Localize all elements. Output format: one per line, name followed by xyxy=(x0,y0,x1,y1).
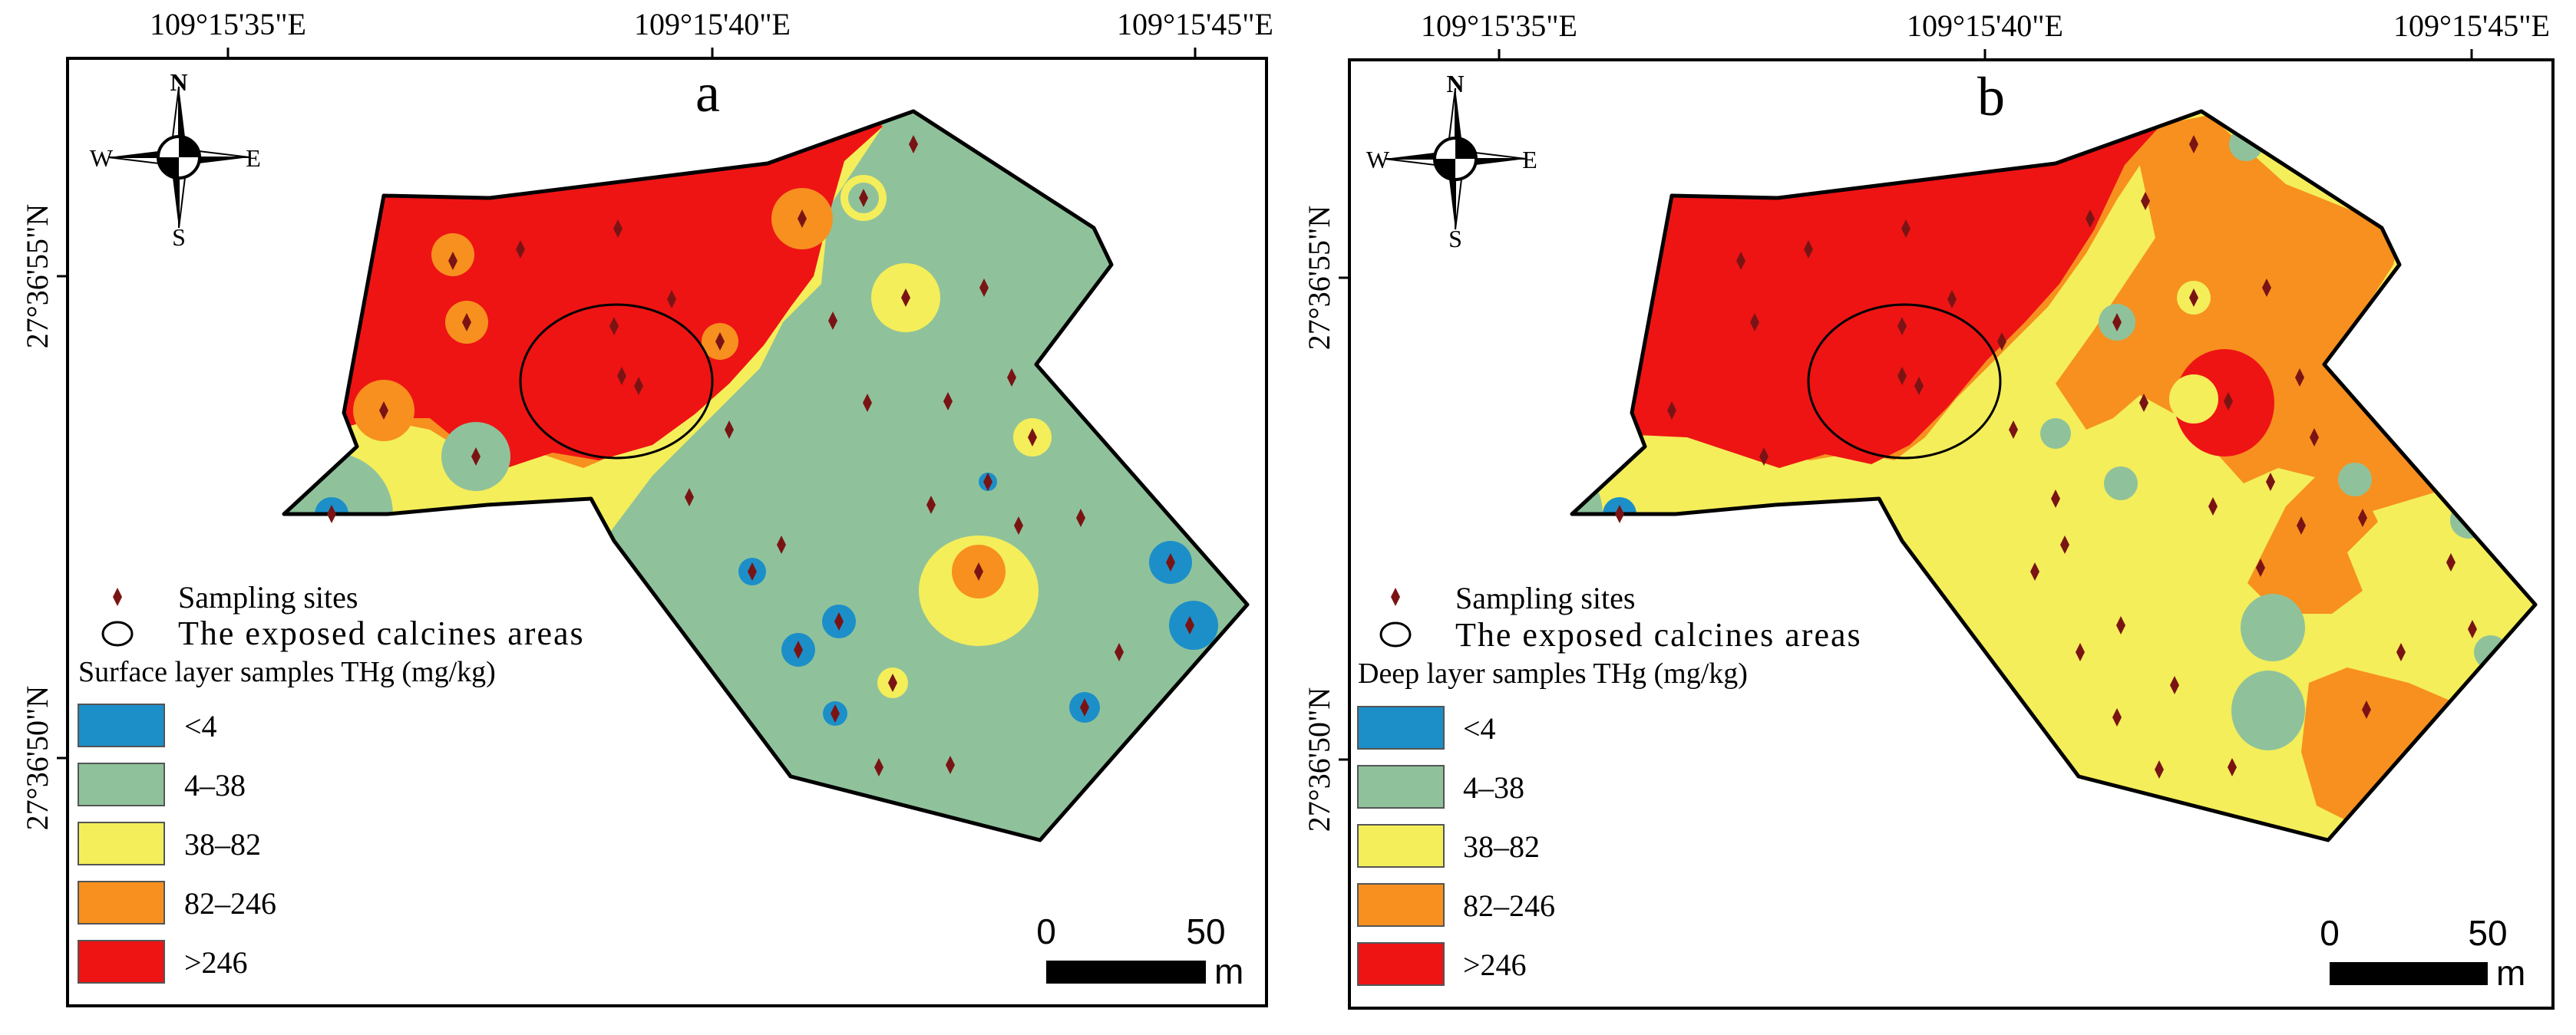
legend-calcines: The exposed calcines areas xyxy=(1455,616,1862,654)
legend-swatch-gt246 xyxy=(1357,942,1445,986)
study-area-boundary xyxy=(1570,109,2538,842)
legend-label-gt246: >246 xyxy=(1463,948,1527,982)
legend-swatch-38-82 xyxy=(78,822,165,865)
calcines-area-outline xyxy=(1807,303,2002,460)
legend-label-lt4: <4 xyxy=(184,709,217,743)
scale-unit: m xyxy=(2496,953,2525,993)
compass-s: S xyxy=(1448,225,1462,252)
top-tick-label-3: 109°15'45"E xyxy=(2393,8,2550,43)
legend-swatch-82-246 xyxy=(78,881,165,925)
compass-w: W xyxy=(1366,146,1390,173)
left-tick-label-1: 27°36'55"N xyxy=(20,204,54,348)
panel-label: b xyxy=(1977,66,2005,127)
compass-n: N xyxy=(1446,70,1464,97)
legend-label-lt4: <4 xyxy=(1463,711,1496,746)
panel-label: a xyxy=(695,62,720,124)
top-tick-label-1: 109°15'35"E xyxy=(150,7,306,41)
legend-label-gt246: >246 xyxy=(184,945,248,980)
legend-label-82-246: 82–246 xyxy=(1463,888,1555,923)
legend: Sampling sites The exposed calcines area… xyxy=(1357,581,1862,986)
legend-label-82-246: 82–246 xyxy=(184,886,276,921)
scale-unit: m xyxy=(1214,951,1243,991)
top-tick-marks xyxy=(226,48,1197,58)
north-arrow-icon xyxy=(1384,87,1527,230)
study-area-boundary xyxy=(282,109,1250,842)
left-tick-label-1: 27°36'55"N xyxy=(1302,206,1336,350)
legend-swatch-4-38 xyxy=(1357,765,1445,809)
scale-bar: 0 50 m xyxy=(2320,913,2525,993)
left-tick-marks xyxy=(1339,276,1349,761)
legend-label-4-38: 4–38 xyxy=(184,768,246,803)
top-tick-label-2: 109°15'40"E xyxy=(634,7,791,41)
left-tick-label-2: 27°36'50"N xyxy=(1302,687,1336,832)
legend: Sampling sites The exposed calcines area… xyxy=(78,580,585,984)
legend-label-38-82: 38–82 xyxy=(1463,829,1540,864)
legend-swatch-38-82 xyxy=(1357,824,1445,868)
top-tick-label-1: 109°15'35"E xyxy=(1421,8,1577,43)
legend-calcines-icon xyxy=(1379,621,1412,648)
scale-zero: 0 xyxy=(1036,911,1056,951)
left-tick-label-2: 27°36'50"N xyxy=(20,686,54,830)
left-tick-marks xyxy=(57,275,68,760)
compass-s: S xyxy=(172,223,186,251)
legend-swatch-lt4 xyxy=(1357,706,1445,750)
legend-title: Surface layer samples THg (mg/kg) xyxy=(78,656,496,688)
top-tick-marks xyxy=(1498,49,2473,60)
legend-swatch-4-38 xyxy=(78,763,165,806)
sampling-sites xyxy=(327,135,1194,776)
top-tick-label-3: 109°15'45"E xyxy=(1117,7,1273,41)
compass-e: E xyxy=(246,144,261,172)
legend-site-icon xyxy=(1391,588,1400,606)
legend-site-icon xyxy=(113,588,122,606)
map-panel-b: 109°15'35"E 109°15'40"E 109°15'45"E 27°3… xyxy=(1288,0,2576,1035)
compass-w: W xyxy=(90,144,114,172)
map-panel-a: 109°15'35"E 109°15'40"E 109°15'45"E 27°3… xyxy=(20,7,1273,1007)
compass-n: N xyxy=(170,68,187,96)
scale-fifty: 50 xyxy=(1186,911,1225,951)
legend-sampling-sites: Sampling sites xyxy=(1455,581,1635,615)
legend-calcines-icon xyxy=(101,621,134,647)
scale-fifty: 50 xyxy=(2468,913,2507,953)
north-arrow-icon xyxy=(107,86,250,229)
legend-swatch-lt4 xyxy=(78,704,165,747)
calcines-area-outline xyxy=(519,303,714,460)
legend-title: Deep layer samples THg (mg/kg) xyxy=(1358,658,1748,690)
sampling-sites xyxy=(1615,135,2477,779)
scale-bar: 0 50 m xyxy=(1036,911,1243,991)
top-tick-label-2: 109°15'40"E xyxy=(1907,8,2063,43)
legend-calcines: The exposed calcines areas xyxy=(178,615,585,652)
legend-swatch-82-246 xyxy=(1357,883,1445,927)
legend-label-4-38: 4–38 xyxy=(1463,770,1524,805)
legend-sampling-sites: Sampling sites xyxy=(178,580,358,615)
scale-zero: 0 xyxy=(2320,913,2340,953)
compass-e: E xyxy=(1522,146,1537,173)
legend-swatch-gt246 xyxy=(78,940,165,984)
legend-label-38-82: 38–82 xyxy=(184,827,261,862)
